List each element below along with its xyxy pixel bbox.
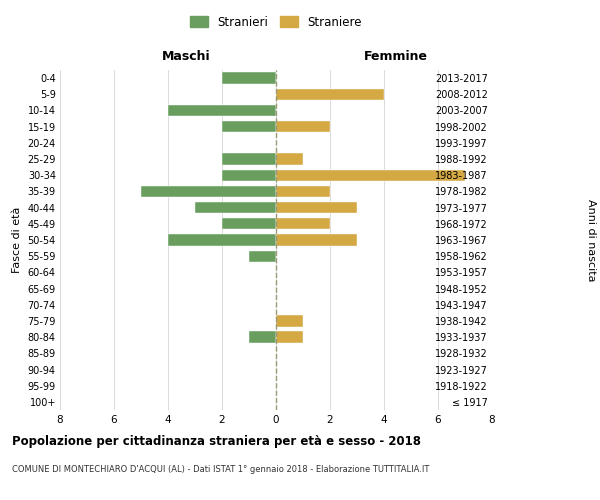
Bar <box>276 170 465 181</box>
Bar <box>222 154 276 164</box>
Bar <box>276 121 330 132</box>
Text: Anni di nascita: Anni di nascita <box>586 198 596 281</box>
Bar <box>168 234 276 246</box>
Text: Maschi: Maschi <box>161 50 211 62</box>
Text: COMUNE DI MONTECHIARO D'ACQUI (AL) - Dati ISTAT 1° gennaio 2018 - Elaborazione T: COMUNE DI MONTECHIARO D'ACQUI (AL) - Dat… <box>12 465 430 474</box>
Legend: Stranieri, Straniere: Stranieri, Straniere <box>185 11 367 34</box>
Text: Popolazione per cittadinanza straniera per età e sesso - 2018: Popolazione per cittadinanza straniera p… <box>12 435 421 448</box>
Bar <box>276 218 330 230</box>
Bar <box>168 105 276 116</box>
Bar <box>249 250 276 262</box>
Bar <box>195 202 276 213</box>
Bar <box>276 202 357 213</box>
Bar <box>222 72 276 84</box>
Bar <box>276 154 303 164</box>
Bar <box>276 316 303 326</box>
Bar <box>276 186 330 197</box>
Y-axis label: Fasce di età: Fasce di età <box>12 207 22 273</box>
Text: Femmine: Femmine <box>364 50 428 62</box>
Bar <box>249 332 276 343</box>
Bar <box>141 186 276 197</box>
Bar <box>222 218 276 230</box>
Bar <box>222 170 276 181</box>
Bar <box>276 234 357 246</box>
Bar <box>276 332 303 343</box>
Bar <box>276 88 384 100</box>
Bar <box>222 121 276 132</box>
